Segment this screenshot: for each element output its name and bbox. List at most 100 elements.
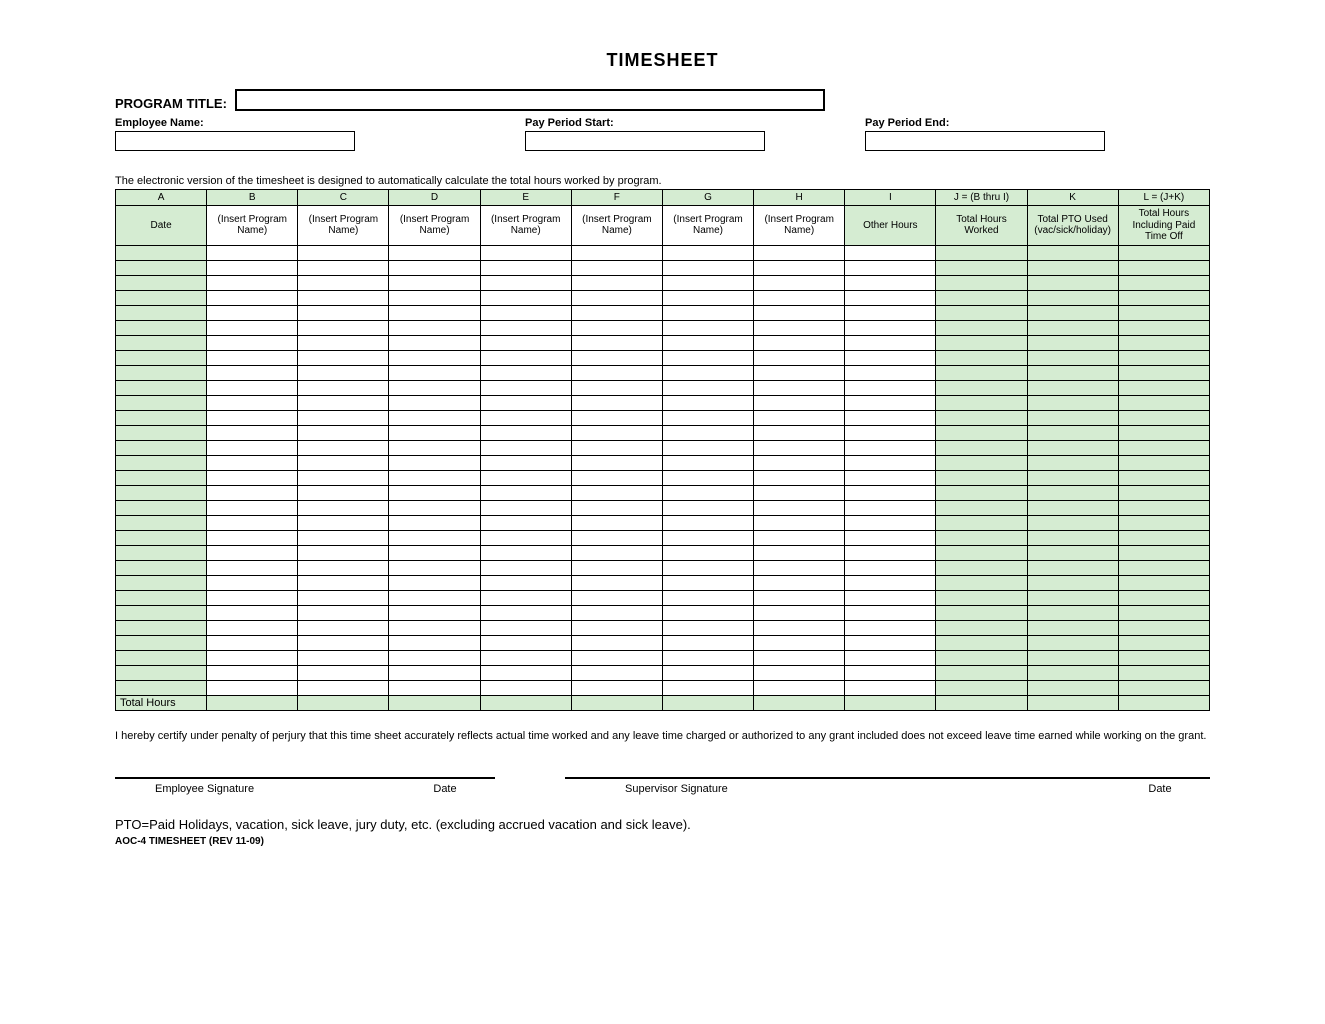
table-cell[interactable] — [1027, 350, 1118, 365]
table-cell[interactable] — [116, 455, 207, 470]
table-cell[interactable] — [754, 350, 845, 365]
table-cell[interactable] — [662, 455, 753, 470]
table-cell[interactable] — [571, 455, 662, 470]
table-cell[interactable] — [662, 440, 753, 455]
table-cell[interactable] — [1027, 560, 1118, 575]
table-cell[interactable] — [1027, 275, 1118, 290]
table-cell[interactable] — [389, 590, 480, 605]
table-cell[interactable] — [480, 530, 571, 545]
table-cell[interactable] — [936, 335, 1027, 350]
table-cell[interactable] — [754, 305, 845, 320]
table-cell[interactable] — [662, 290, 753, 305]
table-cell[interactable] — [571, 290, 662, 305]
table-cell[interactable] — [389, 545, 480, 560]
table-cell[interactable] — [936, 590, 1027, 605]
table-cell[interactable] — [936, 485, 1027, 500]
table-cell[interactable] — [480, 275, 571, 290]
table-cell[interactable] — [298, 395, 389, 410]
table-cell[interactable] — [936, 500, 1027, 515]
table-cell[interactable] — [936, 245, 1027, 260]
table-cell[interactable] — [571, 635, 662, 650]
table-cell[interactable] — [845, 350, 936, 365]
table-cell[interactable] — [845, 380, 936, 395]
table-cell[interactable] — [1027, 395, 1118, 410]
table-cell[interactable] — [389, 245, 480, 260]
table-cell[interactable] — [936, 275, 1027, 290]
table-cell[interactable] — [298, 305, 389, 320]
table-cell[interactable] — [1118, 305, 1209, 320]
table-cell[interactable] — [754, 245, 845, 260]
table-cell[interactable] — [298, 665, 389, 680]
table-cell[interactable] — [1118, 245, 1209, 260]
table-cell[interactable] — [389, 620, 480, 635]
table-cell[interactable] — [116, 665, 207, 680]
table-cell[interactable] — [571, 350, 662, 365]
table-cell[interactable] — [480, 620, 571, 635]
table-cell[interactable] — [845, 620, 936, 635]
table-cell[interactable] — [116, 290, 207, 305]
table-cell[interactable] — [480, 350, 571, 365]
table-cell[interactable] — [1027, 425, 1118, 440]
table-cell[interactable] — [389, 605, 480, 620]
table-cell[interactable] — [936, 665, 1027, 680]
table-cell[interactable] — [298, 620, 389, 635]
table-cell[interactable] — [662, 305, 753, 320]
table-cell[interactable] — [298, 260, 389, 275]
table-cell[interactable] — [1027, 575, 1118, 590]
table-cell[interactable] — [207, 335, 298, 350]
table-cell[interactable] — [116, 335, 207, 350]
table-cell[interactable] — [207, 515, 298, 530]
table-cell[interactable] — [480, 605, 571, 620]
table-cell[interactable] — [845, 455, 936, 470]
table-cell[interactable] — [1118, 275, 1209, 290]
table-cell[interactable] — [936, 260, 1027, 275]
table-cell[interactable] — [480, 455, 571, 470]
table-cell[interactable] — [298, 455, 389, 470]
table-cell[interactable] — [754, 395, 845, 410]
table-cell[interactable] — [389, 320, 480, 335]
table-cell[interactable] — [1027, 245, 1118, 260]
table-cell[interactable] — [571, 665, 662, 680]
table-cell[interactable] — [1118, 560, 1209, 575]
table-cell[interactable] — [936, 455, 1027, 470]
table-cell[interactable] — [754, 440, 845, 455]
table-cell[interactable] — [1118, 575, 1209, 590]
table-cell[interactable] — [845, 470, 936, 485]
table-cell[interactable] — [116, 395, 207, 410]
table-cell[interactable] — [480, 650, 571, 665]
table-cell[interactable] — [298, 410, 389, 425]
table-cell[interactable] — [1118, 485, 1209, 500]
table-cell[interactable] — [754, 530, 845, 545]
table-cell[interactable] — [936, 320, 1027, 335]
table-cell[interactable] — [389, 680, 480, 695]
pay-period-start-input[interactable] — [525, 131, 765, 151]
table-cell[interactable] — [389, 275, 480, 290]
table-cell[interactable] — [389, 290, 480, 305]
table-cell[interactable] — [298, 650, 389, 665]
table-cell[interactable] — [207, 275, 298, 290]
table-cell[interactable] — [480, 365, 571, 380]
table-cell[interactable] — [662, 425, 753, 440]
table-cell[interactable] — [754, 485, 845, 500]
table-cell[interactable] — [1118, 635, 1209, 650]
table-cell[interactable] — [571, 380, 662, 395]
table-cell[interactable] — [571, 485, 662, 500]
table-cell[interactable] — [1027, 590, 1118, 605]
table-cell[interactable] — [1118, 365, 1209, 380]
table-cell[interactable] — [754, 635, 845, 650]
table-cell[interactable] — [207, 350, 298, 365]
table-cell[interactable] — [298, 680, 389, 695]
table-cell[interactable] — [207, 395, 298, 410]
table-cell[interactable] — [480, 545, 571, 560]
table-cell[interactable] — [754, 260, 845, 275]
table-cell[interactable] — [480, 575, 571, 590]
table-cell[interactable] — [1118, 395, 1209, 410]
table-cell[interactable] — [936, 425, 1027, 440]
table-cell[interactable] — [662, 320, 753, 335]
table-cell[interactable] — [298, 515, 389, 530]
table-cell[interactable] — [571, 530, 662, 545]
table-cell[interactable] — [936, 650, 1027, 665]
table-cell[interactable] — [116, 680, 207, 695]
table-cell[interactable] — [480, 500, 571, 515]
table-cell[interactable] — [1118, 320, 1209, 335]
